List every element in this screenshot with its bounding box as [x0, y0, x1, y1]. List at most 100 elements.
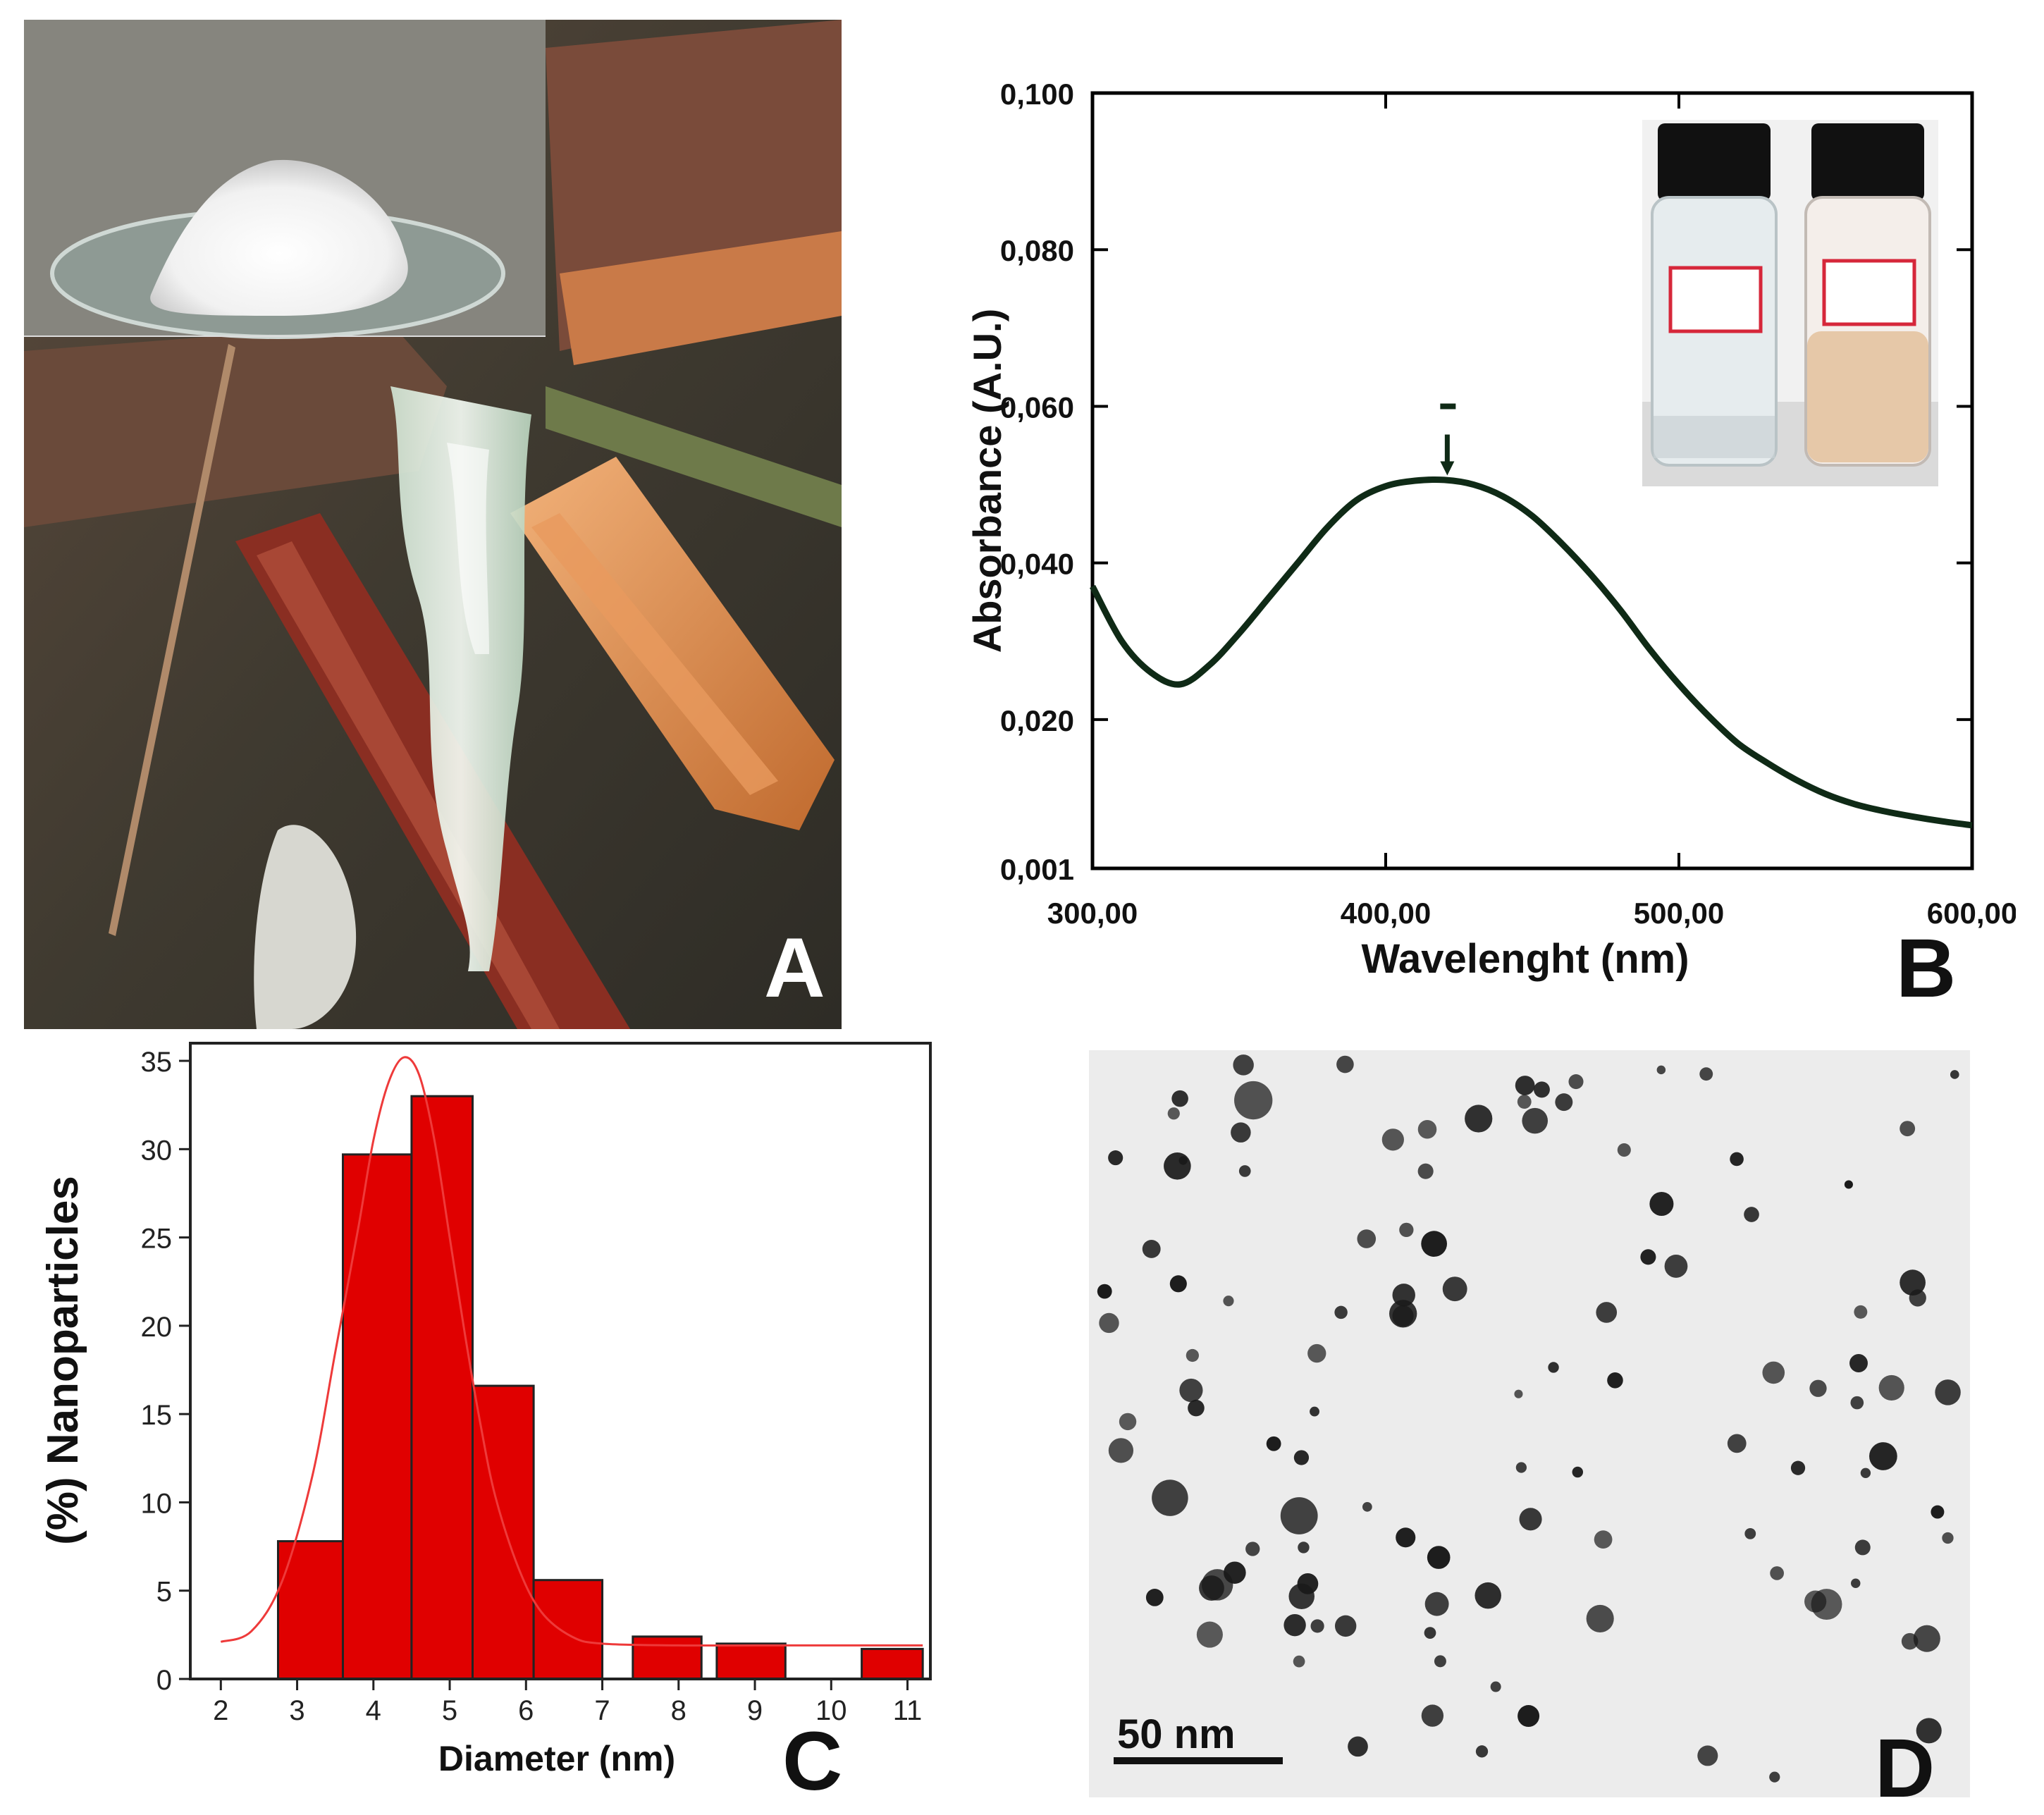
- x-tick-label: 300,00: [1047, 897, 1138, 930]
- nanoparticle: [1178, 1156, 1188, 1165]
- nanoparticle: [1108, 1150, 1123, 1166]
- nanoparticle: [1196, 1621, 1223, 1648]
- nanoparticle: [1900, 1269, 1926, 1296]
- nanoparticle: [1298, 1542, 1310, 1553]
- nanoparticle: [1568, 1074, 1584, 1090]
- nanoparticle: [1900, 1121, 1916, 1137]
- nanoparticle: [1730, 1152, 1744, 1167]
- nanoparticle: [1297, 1573, 1319, 1594]
- nanoparticle: [1607, 1372, 1623, 1389]
- nanoparticle: [1515, 1462, 1527, 1473]
- x-tick-label: 9: [747, 1695, 763, 1726]
- nanoparticle: [1744, 1207, 1759, 1222]
- nanoparticle: [1844, 1180, 1853, 1189]
- nanoparticle: [1310, 1406, 1319, 1417]
- nanoparticle: [1238, 1165, 1251, 1177]
- nanoparticle: [1942, 1532, 1954, 1544]
- y-tick-label: 0,020: [1000, 704, 1074, 737]
- nanoparticle: [1534, 1081, 1550, 1098]
- nanoparticle: [1878, 1374, 1904, 1401]
- nanoparticle: [1770, 1566, 1784, 1580]
- nanoparticle: [1233, 1054, 1254, 1076]
- nanoparticle: [1310, 1619, 1324, 1633]
- y-tick-label: 0,060: [1000, 390, 1074, 424]
- nanoparticle: [1334, 1615, 1357, 1637]
- nanoparticle: [1434, 1655, 1446, 1668]
- nanoparticle: [1850, 1396, 1864, 1410]
- nanoparticle: [1283, 1613, 1306, 1637]
- nanoparticle: [1519, 1508, 1542, 1531]
- histogram-bar: [341, 1153, 413, 1680]
- nanoparticle: [1769, 1771, 1780, 1783]
- gaussian-fit-curve: [220, 1056, 923, 1647]
- nanoparticle: [1869, 1442, 1897, 1470]
- tem-micrograph: 50 nm: [1089, 1050, 1970, 1797]
- nanoparticle: [1417, 1119, 1437, 1139]
- plot-frame: [1090, 91, 1974, 870]
- nanoparticle: [1851, 1578, 1861, 1589]
- y-tick-label: 20: [141, 1312, 173, 1343]
- nanoparticle: [1108, 1438, 1134, 1463]
- powder-dish-photo: [24, 20, 546, 339]
- y-tick-label: 0,040: [1000, 548, 1074, 581]
- nanoparticle: [1307, 1343, 1326, 1363]
- nanoparticle: [1950, 1070, 1959, 1079]
- nanoparticle: [1245, 1542, 1260, 1556]
- nanoparticle: [1664, 1255, 1688, 1278]
- x-tick-label: 2: [213, 1695, 228, 1726]
- nanoparticle: [1555, 1093, 1573, 1112]
- nanoparticle: [1381, 1128, 1404, 1151]
- plot-frame: [189, 1042, 932, 1680]
- vials-photo: [1642, 120, 1938, 486]
- nanoparticle: [1201, 1569, 1233, 1601]
- nanoparticle: [1427, 1546, 1451, 1569]
- panel-letter-d: D: [1875, 1722, 1935, 1815]
- nanoparticle: [1860, 1468, 1871, 1478]
- y-axis-label: Absorbance (A.U.): [965, 309, 1009, 653]
- nanoparticle: [1640, 1249, 1656, 1265]
- nanoparticle: [1417, 1163, 1434, 1179]
- nanoparticle: [1854, 1539, 1871, 1556]
- nanoparticle: [1490, 1681, 1501, 1692]
- histogram-bar: [276, 1540, 344, 1680]
- nanoparticle: [1586, 1604, 1614, 1632]
- nanoparticle: [1145, 1589, 1164, 1606]
- nanoparticle: [1465, 1105, 1493, 1133]
- nanoparticle: [1399, 1222, 1414, 1238]
- nanoparticle: [1762, 1361, 1785, 1384]
- nanoparticle: [1362, 1501, 1372, 1512]
- nanoparticle: [1424, 1592, 1449, 1616]
- nanoparticle: [1348, 1736, 1368, 1757]
- scale-bar: [1114, 1757, 1283, 1764]
- absorbance-series-line: [1090, 476, 1973, 829]
- y-tick-label: 15: [141, 1400, 173, 1431]
- y-tick-label: 25: [141, 1224, 173, 1255]
- nanoparticle: [1594, 1530, 1613, 1549]
- nanoparticle: [1517, 1095, 1532, 1109]
- nanoparticle: [1727, 1434, 1747, 1453]
- histogram-bar: [632, 1635, 703, 1680]
- panel-letter-b: B: [1896, 922, 1957, 1015]
- nanoparticle: [1744, 1527, 1756, 1539]
- nanoparticle: [1548, 1362, 1559, 1373]
- x-tick-label: 7: [594, 1695, 610, 1726]
- nanoparticle: [1699, 1067, 1713, 1081]
- nanoparticle: [1097, 1284, 1112, 1299]
- nanoparticle: [1231, 1122, 1251, 1143]
- panel-letter-a: A: [764, 921, 825, 1015]
- panel-c-histogram: 0 5 10 15 20 25 30 35 2 3 4 5 6 7 8 9 10 11 (%) Nanopart…: [28, 1029, 944, 1803]
- nanoparticle: [1234, 1081, 1273, 1120]
- nanoparticle: [1475, 1745, 1489, 1758]
- nanoparticle: [1517, 1705, 1540, 1728]
- x-tick-label: 600,00: [1927, 897, 2016, 930]
- nanoparticle: [1617, 1143, 1631, 1157]
- histogram-bar: [715, 1642, 787, 1680]
- nanoparticle: [1931, 1505, 1945, 1519]
- nanoparticle: [1188, 1399, 1205, 1417]
- nanoparticle: [1442, 1276, 1467, 1302]
- nanoparticle: [1186, 1348, 1199, 1362]
- tree-gum-photo: [24, 20, 842, 1029]
- x-tick-label: 3: [289, 1695, 304, 1726]
- nanoparticle: [1421, 1231, 1448, 1257]
- nanoparticle: [1421, 1704, 1444, 1727]
